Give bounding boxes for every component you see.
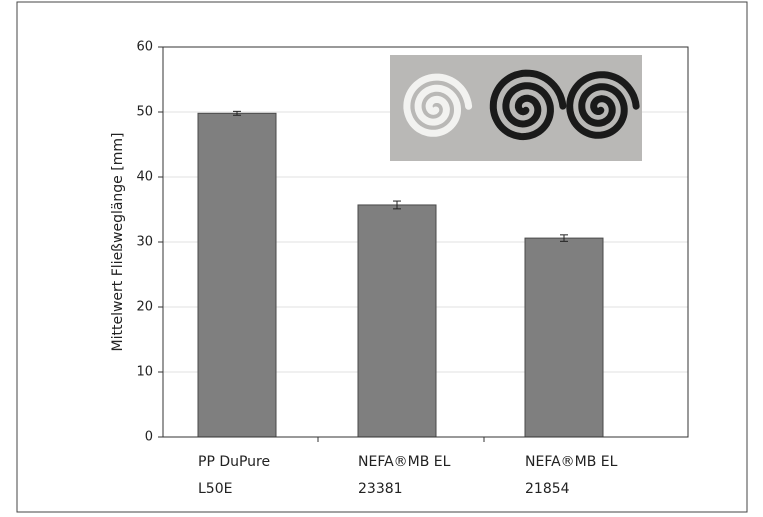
- bar: [197, 112, 277, 438]
- y-tick-label: 50: [136, 105, 153, 120]
- x-tick-label: L50E: [198, 481, 232, 497]
- y-tick-label: 10: [136, 365, 153, 380]
- inset-photo: [390, 55, 642, 161]
- spiral: [489, 69, 567, 141]
- x-tick-label: NEFA®MB EL: [358, 454, 451, 470]
- y-tick-label: 30: [136, 235, 153, 250]
- y-tick-label: 60: [136, 40, 153, 55]
- spiral: [566, 71, 640, 139]
- bar: [524, 237, 604, 438]
- y-tick-label: 20: [136, 300, 153, 315]
- x-tick-label: PP DuPure: [198, 454, 270, 470]
- y-tick-label: 40: [136, 170, 153, 185]
- spiral: [403, 73, 473, 137]
- x-tick-label: 21854: [525, 481, 570, 497]
- x-tick-label: NEFA®MB EL: [525, 454, 618, 470]
- bar: [357, 204, 437, 438]
- plot-frame: [162, 46, 689, 438]
- x-tick-label: 23381: [358, 481, 403, 497]
- y-tick-label: 0: [145, 430, 153, 445]
- y-axis-label: Mittelwert Fließweglänge [mm]: [110, 133, 126, 352]
